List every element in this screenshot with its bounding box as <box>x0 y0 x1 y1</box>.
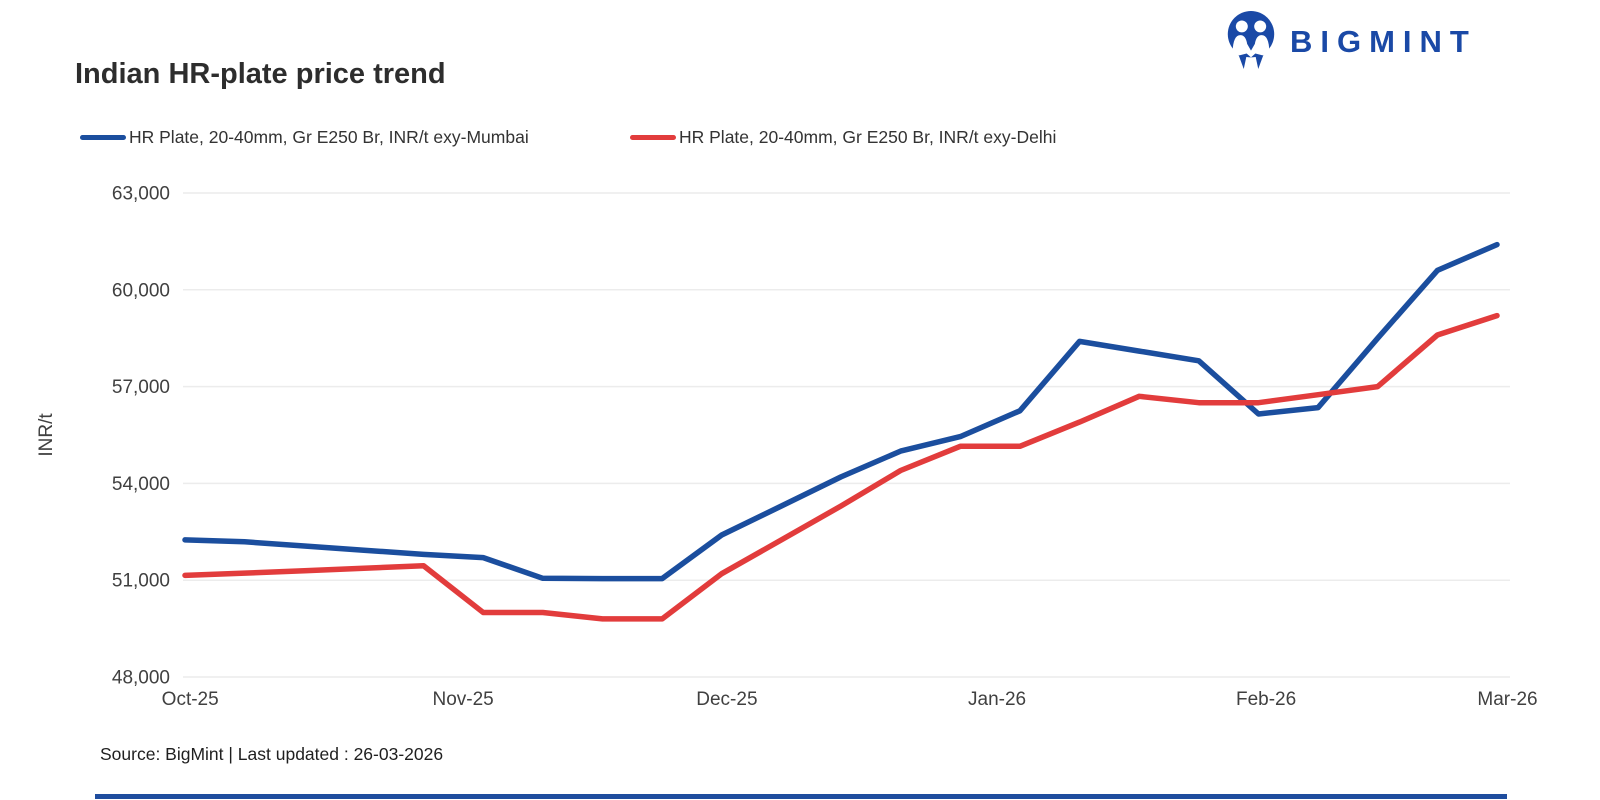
x-tick-label: Oct-25 <box>162 689 219 710</box>
legend-label-mumbai: HR Plate, 20-40mm, Gr E250 Br, INR/t exy… <box>129 127 529 147</box>
series-line-delhi[interactable] <box>182 312 1500 622</box>
y-axis-title: INR/t <box>36 413 57 457</box>
chart-legend: HR Plate, 20-40mm, Gr E250 Br, INR/t exy… <box>0 127 1600 153</box>
page-title: Indian HR-plate price trend <box>75 58 446 90</box>
x-tick-label: Nov-25 <box>432 689 493 710</box>
series-line-mumbai[interactable] <box>182 241 1500 582</box>
price-trend-chart[interactable]: 48,000 51,000 54,000 57,000 60,000 63,000 Oct-… <box>0 165 1600 725</box>
bottom-accent-bar <box>95 794 1507 799</box>
x-tick-label: Feb-26 <box>1236 689 1296 710</box>
x-tick-label: Jan-26 <box>968 689 1026 710</box>
x-tick-label: Dec-25 <box>696 689 757 710</box>
y-tick-label: 63,000 <box>112 184 170 205</box>
legend-item-delhi[interactable]: HR Plate, 20-40mm, Gr E250 Br, INR/t exy… <box>630 127 1056 148</box>
legend-label-delhi: HR Plate, 20-40mm, Gr E250 Br, INR/t exy… <box>679 127 1057 147</box>
y-tick-label: 51,000 <box>112 571 170 592</box>
bigmint-logo: BIGMINT <box>1222 8 1477 75</box>
price-trend-chart-canvas[interactable]: 48,000 51,000 54,000 57,000 60,000 63,000 Oct-… <box>0 165 1600 725</box>
legend-line-swatch-mumbai-icon <box>80 135 126 140</box>
y-tick-label: 48,000 <box>112 668 170 689</box>
source-note: Source: BigMint | Last updated : 26-03-2… <box>100 744 444 764</box>
bigmint-logo-text: BIGMINT <box>1290 23 1477 59</box>
legend-line-swatch-delhi-icon <box>630 135 676 140</box>
y-tick-label: 57,000 <box>112 377 170 398</box>
y-tick-label: 54,000 <box>112 474 170 495</box>
y-tick-label: 60,000 <box>112 280 170 301</box>
bigmint-logo-icon <box>1222 8 1280 75</box>
legend-item-mumbai[interactable]: HR Plate, 20-40mm, Gr E250 Br, INR/t exy… <box>80 127 529 148</box>
x-tick-label: Mar-26 <box>1477 689 1537 710</box>
